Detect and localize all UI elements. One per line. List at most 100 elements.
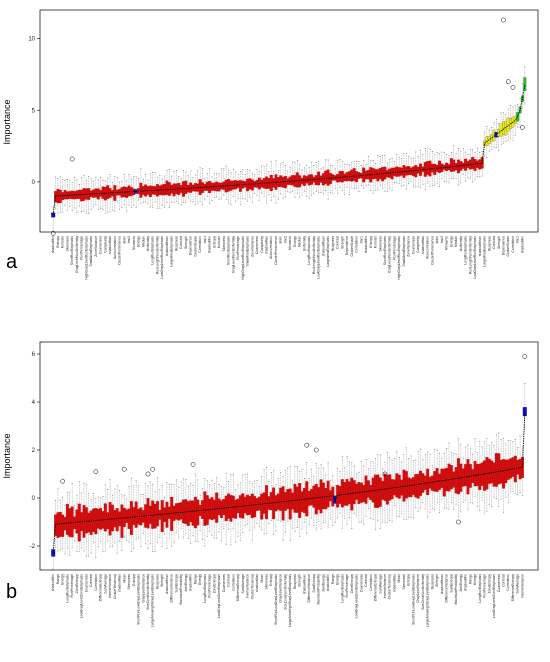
y-tick-label: 0	[32, 180, 36, 186]
category-label: GrayLevelNonUniformity	[75, 236, 79, 273]
category-label: LongRunEmphasis	[203, 574, 207, 603]
category-label: ZoneEntropy	[487, 574, 491, 594]
category-label: Strength	[435, 574, 439, 587]
category-label: shadowMax	[255, 574, 259, 592]
category-label: GrayLevelVariance	[279, 574, 283, 603]
category-label: shadowMin	[326, 574, 330, 591]
category-label: LargeAreaEmphasis	[326, 236, 330, 267]
category-label: ZoneVariance	[94, 236, 98, 257]
category-label: shadowMean	[478, 236, 482, 256]
category-label: HighGrayLevelRunEmphasis	[397, 236, 401, 280]
outlier-point	[304, 442, 310, 448]
category-label: shadowMin	[51, 574, 55, 591]
category-label: Energy	[449, 236, 453, 247]
plot-frame-a	[39, 9, 539, 233]
category-label: LowGrayLevelZoneEmphasis	[217, 574, 221, 619]
outlier-point	[510, 84, 516, 90]
category-label: shadowMean	[302, 574, 306, 594]
category-label: ClusterProminence	[430, 236, 434, 265]
category-label: InverseVariance	[383, 574, 387, 598]
category-label: Range	[193, 574, 197, 584]
category-label: RunPercentage	[70, 574, 74, 598]
category-label: shadowMin	[208, 236, 212, 253]
plot-frame-b	[39, 341, 539, 571]
category-label: ZoneEntropy	[75, 574, 79, 594]
category-label: LargeAreaEmphasis	[170, 236, 174, 267]
outlier-point	[456, 519, 461, 525]
category-label: LowGrayLevelZoneEmphasis	[355, 574, 359, 619]
category-label: RunLengthNonUniformity	[155, 236, 159, 274]
box	[523, 77, 527, 91]
category-label: Coarseness	[411, 236, 415, 254]
y-tick-label: 10	[28, 37, 35, 43]
category-label: Coarseness	[99, 236, 103, 254]
category-label: ZoneVariance	[250, 236, 254, 257]
category-label: InverseVariance	[108, 574, 112, 598]
box	[518, 106, 522, 114]
category-label: Contrast	[179, 236, 183, 249]
category-label: RunPercentage	[80, 236, 84, 260]
category-label: JointEnergy	[459, 574, 463, 592]
category-label: RunPercentage	[208, 574, 212, 598]
category-label: LongRunEmphasis	[340, 574, 344, 603]
y-axis-label-b: Importance	[2, 433, 12, 478]
category-label: Median	[454, 236, 458, 247]
category-label: Skewness	[378, 236, 382, 252]
category-label: Mean	[397, 574, 401, 583]
category-label: SumEntropy	[312, 574, 316, 593]
category-label: Correlation	[198, 236, 202, 253]
category-label: Skewness	[127, 574, 131, 590]
category-label: Busyness	[331, 236, 335, 251]
category-label: SumEntropy	[174, 574, 178, 593]
category-label: DifferenceVariance	[170, 574, 174, 603]
category-label: Energy	[473, 574, 477, 585]
category-label: HighGrayLevelRunEmphasis	[241, 236, 245, 280]
category-label: SmallAreaEmphasis	[89, 236, 93, 267]
category-label: shadowMean	[321, 236, 325, 256]
category-label: ShortRunEmphasis	[70, 236, 74, 266]
category-label: ZoneVariance	[407, 236, 411, 257]
category-label: Moments	[445, 236, 449, 250]
category-label: Complexity	[260, 236, 264, 253]
category-label: Uniformity	[302, 236, 306, 252]
category-label: ShortRunLowGrayLevelEmphasis	[411, 574, 415, 625]
outlier-point	[150, 466, 156, 472]
category-label: Autocorrelation	[426, 236, 430, 259]
category-label: Idmn	[122, 236, 126, 244]
category-label: InverseVariance	[520, 574, 524, 598]
category-label: Range	[331, 574, 335, 584]
category-label: ClusterTendency	[113, 574, 117, 600]
category-label: RunPercentage	[392, 236, 396, 260]
category-label: Busyness	[293, 574, 297, 589]
category-label: Imc1	[359, 236, 363, 243]
category-label: Skewness	[402, 574, 406, 590]
category-label: LowGrayLevelZoneEmphasis	[80, 574, 84, 619]
category-label: Imc1	[516, 236, 520, 243]
category-label: LongRunEmphasis	[464, 236, 468, 265]
category-label: Autocorrelation	[269, 236, 273, 259]
category-label: Busyness	[487, 236, 491, 251]
category-label: SizeZoneNonUniformity	[146, 574, 150, 610]
category-label: Skewness	[222, 236, 226, 252]
outlier-point	[121, 466, 127, 472]
outlier-point	[313, 447, 319, 453]
category-label: Strength	[340, 236, 344, 249]
category-label: Contrast	[492, 236, 496, 249]
category-label: LargeAreaHighGrayLevelEmphasis	[288, 574, 292, 627]
category-label: Correlation	[355, 236, 359, 253]
category-label: ZoneEntropy	[212, 574, 216, 594]
category-label: LongRunEmphasis	[478, 574, 482, 603]
category-label: Contrast	[89, 574, 93, 587]
boxes-a	[50, 17, 527, 236]
category-label: LowGrayLevelZoneEmphasis	[492, 574, 496, 619]
outlier-point	[505, 79, 511, 84]
category-label: Complexity	[103, 236, 107, 253]
y-tick-label: 2	[32, 448, 36, 454]
category-label: RunLengthNonUniformity	[468, 236, 472, 274]
category-label: DifferenceEntropy	[99, 574, 103, 601]
category-label: RunPercentage	[345, 574, 349, 598]
category-label: shadowMax	[264, 236, 268, 254]
category-label: Idmn	[279, 236, 283, 244]
